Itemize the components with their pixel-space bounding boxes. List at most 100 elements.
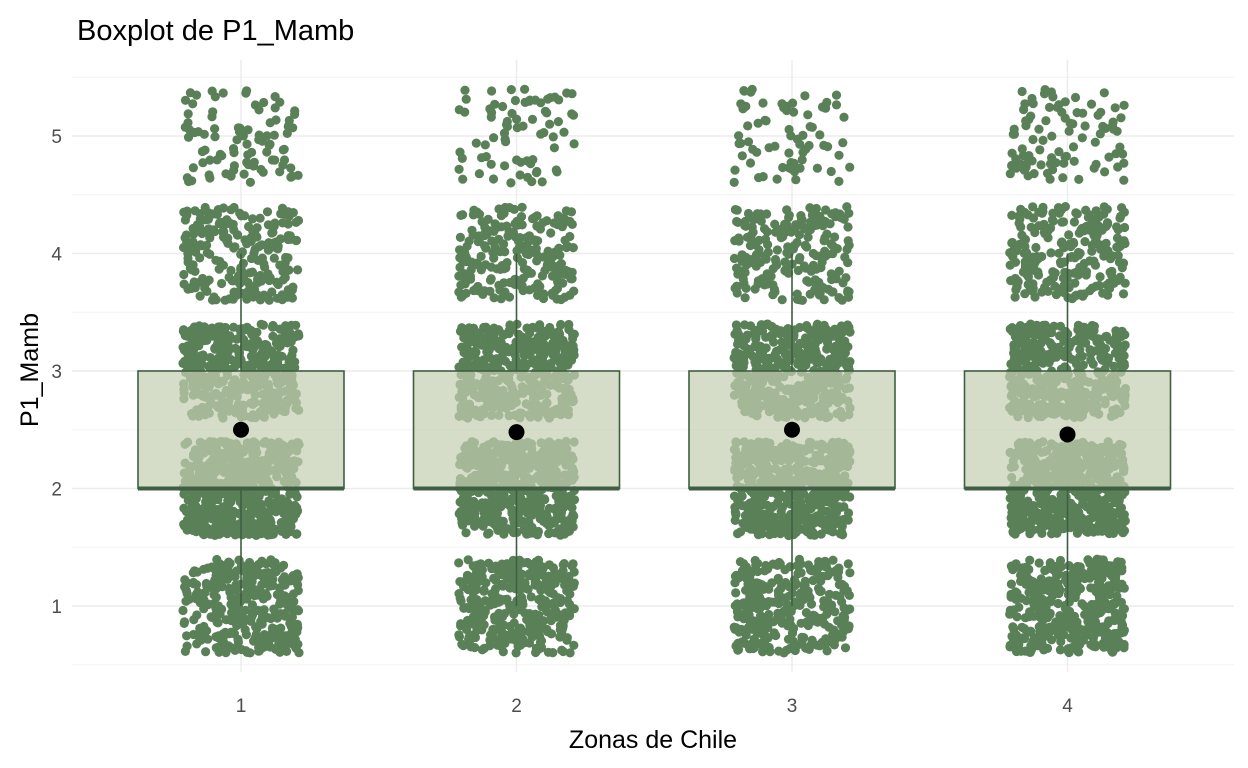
data-point bbox=[567, 274, 577, 284]
data-point bbox=[731, 320, 742, 330]
data-point bbox=[234, 555, 244, 565]
data-point bbox=[550, 568, 560, 579]
data-point bbox=[225, 572, 235, 582]
data-point bbox=[747, 639, 757, 649]
data-point bbox=[202, 626, 212, 636]
data-point bbox=[515, 233, 525, 243]
data-point bbox=[768, 280, 778, 290]
data-point bbox=[280, 209, 290, 219]
data-point bbox=[460, 107, 470, 117]
data-point bbox=[255, 213, 265, 223]
data-point bbox=[746, 230, 756, 240]
data-point bbox=[733, 269, 743, 279]
data-point bbox=[500, 523, 510, 533]
data-point bbox=[522, 558, 532, 568]
data-point bbox=[561, 206, 572, 216]
data-point bbox=[245, 268, 255, 278]
data-point bbox=[830, 607, 840, 617]
data-point bbox=[181, 343, 191, 353]
data-point bbox=[496, 294, 506, 304]
data-point bbox=[562, 596, 573, 606]
data-point bbox=[194, 321, 204, 331]
data-point bbox=[468, 619, 478, 629]
data-point bbox=[286, 163, 296, 173]
data-point bbox=[819, 602, 829, 612]
data-point bbox=[823, 142, 833, 152]
data-point bbox=[484, 528, 494, 538]
data-point bbox=[256, 616, 266, 626]
data-point bbox=[782, 645, 792, 655]
data-point bbox=[499, 569, 509, 580]
data-point bbox=[782, 525, 792, 535]
data-point bbox=[218, 632, 228, 642]
data-point bbox=[535, 320, 545, 330]
data-point bbox=[246, 253, 257, 264]
data-point bbox=[459, 577, 469, 587]
data-point bbox=[259, 290, 269, 300]
data-point bbox=[531, 244, 541, 254]
data-point bbox=[473, 281, 483, 292]
data-point bbox=[195, 291, 205, 301]
data-point bbox=[480, 241, 490, 251]
data-point bbox=[759, 224, 770, 234]
data-point bbox=[818, 613, 828, 623]
data-point bbox=[288, 345, 298, 355]
data-point bbox=[221, 648, 231, 658]
data-point bbox=[742, 330, 753, 340]
data-point bbox=[292, 569, 302, 579]
data-point bbox=[743, 579, 753, 589]
data-point bbox=[785, 350, 795, 360]
data-point bbox=[752, 147, 762, 157]
data-point bbox=[179, 489, 189, 499]
data-point bbox=[189, 579, 199, 589]
data-point bbox=[525, 350, 535, 360]
data-point bbox=[210, 132, 220, 142]
data-point bbox=[731, 623, 741, 633]
data-point bbox=[184, 241, 194, 251]
data-point bbox=[759, 638, 769, 649]
data-point bbox=[825, 511, 835, 521]
data-point bbox=[259, 630, 270, 640]
data-point bbox=[218, 88, 228, 98]
data-point bbox=[788, 244, 799, 254]
data-point bbox=[189, 615, 199, 625]
data-point bbox=[201, 647, 211, 657]
data-point bbox=[522, 529, 532, 539]
data-point bbox=[499, 264, 509, 274]
data-point bbox=[286, 234, 296, 244]
data-point bbox=[774, 359, 784, 369]
data-point bbox=[732, 288, 742, 298]
data-point bbox=[221, 615, 231, 625]
data-point bbox=[212, 155, 222, 165]
data-point bbox=[215, 256, 225, 266]
data-point bbox=[184, 176, 194, 187]
data-point bbox=[536, 129, 546, 139]
data-point bbox=[496, 222, 506, 232]
data-point bbox=[201, 498, 211, 508]
data-point bbox=[804, 277, 814, 287]
data-point bbox=[809, 263, 819, 273]
data-point bbox=[533, 341, 543, 351]
data-point bbox=[558, 278, 568, 288]
data-point bbox=[840, 643, 851, 653]
data-point bbox=[500, 161, 510, 171]
data-point bbox=[198, 351, 208, 361]
data-point bbox=[197, 241, 207, 251]
data-point bbox=[551, 353, 561, 363]
data-point bbox=[743, 606, 754, 616]
data-point bbox=[736, 99, 746, 109]
data-point bbox=[183, 132, 194, 142]
data-point bbox=[547, 327, 557, 337]
data-point bbox=[256, 276, 266, 286]
data-point bbox=[470, 642, 480, 653]
data-point bbox=[1025, 555, 1035, 565]
data-point bbox=[782, 497, 793, 507]
data-point bbox=[837, 632, 847, 642]
data-point bbox=[183, 118, 193, 128]
data-point bbox=[185, 88, 195, 98]
data-point bbox=[212, 339, 222, 350]
data-point bbox=[486, 112, 496, 122]
data-point bbox=[179, 618, 189, 629]
data-point bbox=[1036, 574, 1046, 584]
data-point bbox=[729, 253, 740, 264]
